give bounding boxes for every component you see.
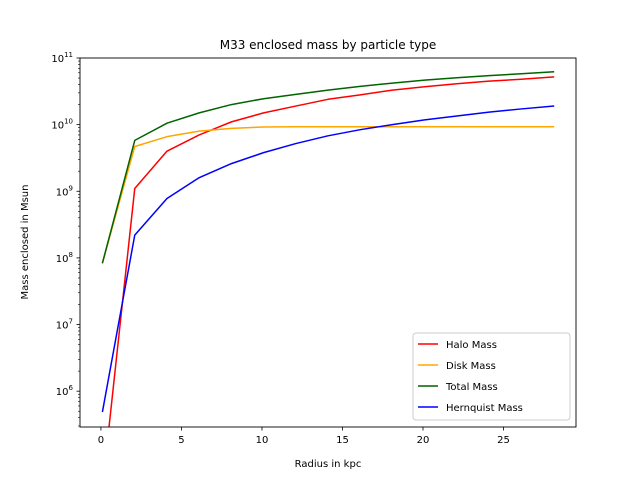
y-tick-label: 1010: [51, 118, 73, 132]
y-tick-exponent: 9: [69, 184, 73, 192]
legend-label: Hernquist Mass: [446, 403, 523, 414]
x-tick-label: 5: [178, 435, 184, 446]
y-tick-label: 106: [56, 384, 74, 398]
x-axis: 0 5 10 15 20 25: [98, 427, 510, 446]
y-tick-base: 10: [51, 54, 64, 65]
x-axis-label: Radius in kpc: [295, 459, 362, 470]
y-tick-label: 108: [56, 251, 73, 265]
y-tick-label: 107: [56, 318, 73, 332]
y-axis-label: Mass enclosed in Msun: [20, 185, 31, 300]
y-tick-base: 10: [56, 187, 69, 198]
y-tick-exponent: 11: [64, 51, 73, 59]
y-tick-label: 109: [56, 184, 73, 198]
legend-label: Total Mass: [445, 382, 498, 393]
series-line-halo-mass: [108, 76, 555, 427]
y-tick-base: 10: [56, 321, 69, 332]
x-tick-label: 25: [497, 435, 510, 446]
y-tick-base: 10: [56, 254, 69, 265]
chart-title: M33 enclosed mass by particle type: [220, 38, 437, 52]
legend-label: Disk Mass: [446, 361, 496, 372]
y-tick-exponent: 7: [69, 318, 73, 326]
y-tick-base: 10: [51, 121, 64, 132]
series-layer: [101, 71, 555, 427]
series-line-total-mass: [101, 71, 555, 264]
y-tick-base: 10: [56, 387, 69, 398]
x-tick-label: 0: [98, 435, 104, 446]
y-tick-exponent: 6: [69, 384, 74, 392]
plot-frame: [79, 57, 577, 428]
x-tick-label: 10: [256, 435, 269, 446]
series-line-hernquist-mass: [101, 105, 555, 413]
x-tick-label: 15: [336, 435, 349, 446]
y-tick-exponent: 8: [69, 251, 73, 259]
x-tick-label: 20: [417, 435, 430, 446]
series-line-disk-mass: [101, 125, 555, 264]
y-tick-label: 1011: [51, 51, 73, 65]
legend: Halo Mass Disk Mass Total Mass Hernquist Ma…: [412, 332, 571, 421]
y-tick-exponent: 10: [64, 118, 73, 126]
legend-label: Halo Mass: [446, 340, 497, 351]
legend-box: [412, 332, 571, 421]
